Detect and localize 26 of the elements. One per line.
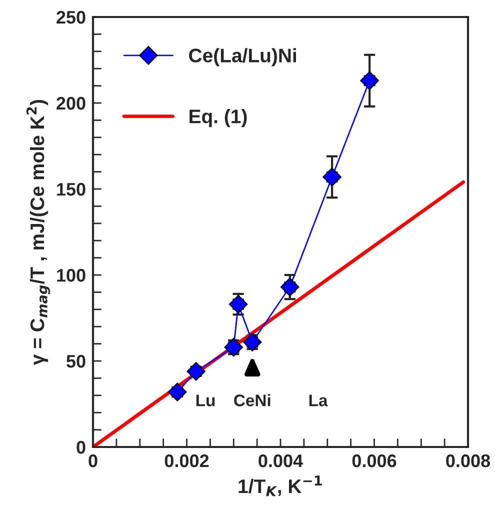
legend-label: Ce(La/Lu)Ni	[189, 48, 296, 66]
y-tick-label: 0	[76, 440, 86, 454]
y-tick-label: 200	[56, 96, 86, 110]
x-axis-title: 1/T$_{K}$, K$^{−1}$	[238, 476, 322, 496]
x-tick-label: 0.004	[258, 454, 303, 468]
x-tick-label: 0.008	[446, 454, 490, 468]
point	[224, 338, 244, 357]
y-tick-label: 50	[66, 354, 86, 368]
point	[360, 71, 379, 90]
y-tick-label: 100	[57, 268, 86, 282]
point	[168, 382, 187, 402]
legend-label: Eq. (1)	[190, 109, 247, 128]
annotation: CeNi	[234, 394, 270, 406]
annotation: Lu	[196, 394, 215, 406]
y-tick-label: 150	[57, 182, 86, 196]
point	[322, 168, 342, 186]
point	[242, 332, 262, 352]
point	[186, 362, 206, 381]
x-tick-label: 0.006	[352, 454, 396, 468]
annotation: La	[309, 394, 328, 406]
x-tick-label: 0	[88, 454, 98, 468]
point	[280, 278, 300, 296]
x-tick-label: 0.002	[164, 454, 209, 468]
point	[228, 294, 248, 314]
y-axis-title: γ = C$_{mag}$/T , mJ/(Ce mole K$^{2}$)	[26, 100, 50, 366]
y-tick-label: 250	[56, 10, 86, 24]
